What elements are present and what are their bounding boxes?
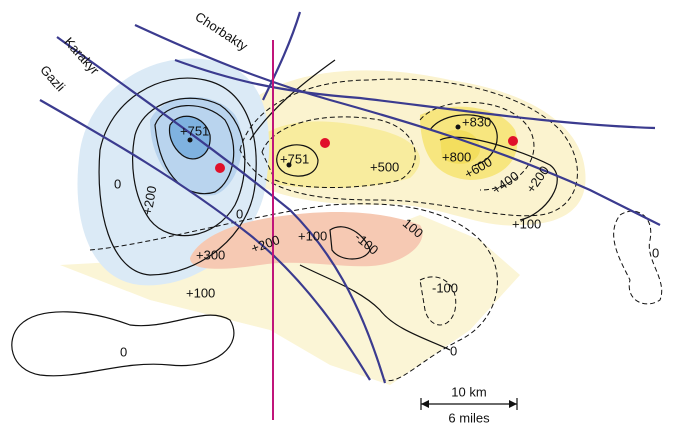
peak [286,162,292,168]
well [320,138,330,148]
contour-label: +500 [370,159,399,174]
contour-label: +100 [512,216,541,231]
contour [299,264,451,351]
contour [132,97,246,237]
dashed-contour [239,78,578,217]
contour-label: +830 [462,114,491,129]
fault-label: Karakyr [61,34,103,78]
yellow-high [246,121,420,189]
contour-label: +751 [280,151,309,166]
contour [168,115,211,160]
fault-line [39,99,371,381]
contour-label: +100 [298,228,327,243]
contour [429,114,498,166]
well [508,136,518,146]
dashed-contour [613,210,663,305]
dashed-contour [419,101,535,191]
fault-line [134,24,661,226]
contour-label: 0 [450,343,457,358]
peak [187,137,193,143]
contour-label: 0 [236,206,243,221]
well [215,163,225,173]
fault-label: Chorbakty [192,9,250,54]
contour-label: -100 [432,280,458,295]
dashed-contour [419,276,457,326]
fault-line [262,11,302,101]
contour-label: +100 [186,285,215,300]
fault-line [56,36,387,384]
contour-label: 0 [652,245,659,260]
contour-label: +751 [180,123,209,138]
pale-area [60,215,520,385]
scale-label: 6 miles [448,410,490,425]
contour [439,136,558,221]
contour [98,77,257,276]
contour [276,144,319,177]
dashed-contour [89,203,498,382]
contour-label: +300 [196,247,225,262]
fault-line [174,58,656,130]
contour [329,226,371,260]
dashed-contour [261,116,416,188]
contour-label: 0 [120,344,127,359]
contour-label: +200 [140,185,160,216]
fault-label: Gazli [37,62,68,94]
pink-area [190,212,423,269]
contour-label: +800 [442,149,471,164]
scale-label: 10 km [451,384,486,399]
peak [455,124,461,130]
contour [11,311,235,377]
contour-label: 0 [114,176,121,191]
